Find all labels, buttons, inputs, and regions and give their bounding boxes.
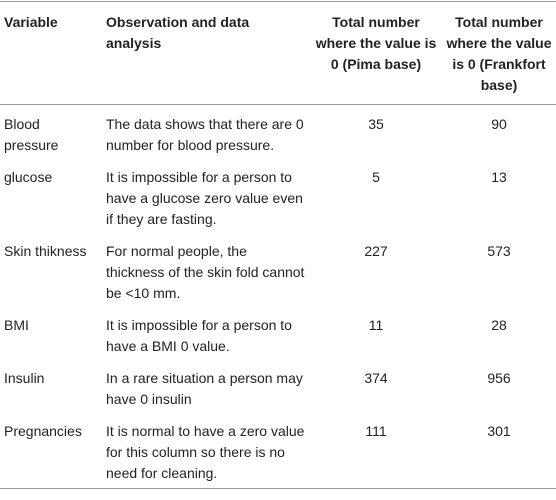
table-row: Pregnancies It is normal to have a zero v…: [0, 412, 556, 489]
count-cell: 301: [487, 423, 511, 439]
table-header: Variable Observation and data analysis T…: [0, 2, 556, 105]
count-cell: 374: [364, 370, 388, 386]
table-row: Insulin In a rare situation a person may …: [0, 359, 556, 412]
text-cell: It is impossible for a person to have a …: [106, 317, 292, 354]
count-cell: 573: [487, 243, 511, 259]
table-body: Blood pressure The data shows that there …: [0, 105, 556, 489]
text-cell: BMI: [4, 317, 29, 333]
count-cell: 5: [372, 169, 380, 185]
header-cell: Total number where the value is 0 (Pima …: [315, 14, 437, 72]
text-cell: In a rare situation a person may have 0 …: [106, 370, 303, 407]
count-cell: 35: [368, 116, 384, 132]
count-cell: 227: [364, 243, 388, 259]
text-cell: Blood pressure: [4, 116, 59, 153]
count-cell: 28: [491, 317, 507, 333]
text-cell: Pregnancies: [4, 423, 82, 439]
count-cell: 90: [491, 116, 507, 132]
count-cell: 111: [365, 423, 387, 439]
text-cell: The data shows that there are 0 number f…: [106, 116, 304, 153]
data-table: Variable Observation and data analysis T…: [0, 1, 556, 489]
text-cell: It is impossible for a person to have a …: [106, 169, 303, 227]
text-cell: For normal people, the thickness of the …: [106, 243, 305, 301]
table-row: glucose It is impossible for a person to …: [0, 158, 556, 232]
text-cell: Skin thikness: [4, 243, 87, 259]
header-row: Variable Observation and data analysis T…: [0, 2, 556, 105]
header-cell: Total number where the value is 0 (Frank…: [446, 14, 552, 93]
count-cell: 11: [368, 317, 384, 333]
text-cell: It is normal to have a zero value for th…: [106, 423, 305, 481]
text-cell: glucose: [4, 169, 53, 185]
count-cell: 13: [491, 169, 507, 185]
table-row: Blood pressure The data shows that there …: [0, 105, 556, 159]
text-cell: Insulin: [4, 370, 45, 386]
table-row: BMI It is impossible for a person to have…: [0, 306, 556, 359]
table-row: Skin thikness For normal people, the thic…: [0, 232, 556, 306]
count-cell: 956: [487, 370, 511, 386]
header-cell: Observation and data analysis: [106, 14, 250, 51]
header-cell: Variable: [4, 14, 58, 30]
